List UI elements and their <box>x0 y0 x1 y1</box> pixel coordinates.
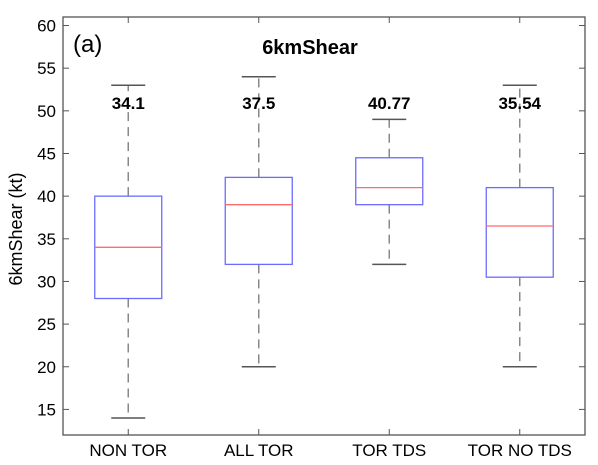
mean-value-label: 35.54 <box>498 94 541 113</box>
mean-value-label: 40.77 <box>368 94 411 113</box>
chart-title: 6kmShear <box>262 37 358 59</box>
iqr-box <box>224 176 293 266</box>
chart-labels: (a) 6kmShear 6kmShear (kt) <box>6 31 358 286</box>
plot-frame <box>62 16 586 436</box>
iqr-box <box>355 157 424 206</box>
y-tick-label: 45 <box>37 144 56 163</box>
x-tick-label: TOR TDS <box>352 441 426 460</box>
x-tick-label: NON TOR <box>89 441 167 460</box>
y-tick-label: 55 <box>37 59 56 78</box>
box-series: 34.1 37.5 40.77 35.54 <box>94 75 554 419</box>
y-tick-label: 35 <box>37 230 56 249</box>
iqr-box <box>485 186 554 278</box>
box-2: 37.5 <box>224 75 293 368</box>
y-tick-label: 60 <box>37 17 56 36</box>
y-tick-label: 15 <box>37 400 56 419</box>
mean-value-label: 37.5 <box>242 94 275 113</box>
y-tick-label: 30 <box>37 272 56 291</box>
x-tick-label: TOR NO TDS <box>468 441 572 460</box>
y-tick-label: 25 <box>37 315 56 334</box>
panel-label: (a) <box>73 31 102 58</box>
box-3: 40.77 <box>355 94 424 266</box>
box-1: 34.1 <box>94 84 163 419</box>
y-axis-label: 6kmShear (kt) <box>6 172 26 285</box>
y-tick-label: 20 <box>37 358 56 377</box>
y-tick-label: 40 <box>37 187 56 206</box>
y-tick-label: 50 <box>37 102 56 121</box>
box-4: 35.54 <box>485 84 554 368</box>
x-tick-label: ALL TOR <box>224 441 294 460</box>
mean-value-label: 34.1 <box>112 94 145 113</box>
axes: 15 20 25 30 35 40 45 50 55 60 NON TOR ALL TOR TOR TD… <box>37 16 586 460</box>
